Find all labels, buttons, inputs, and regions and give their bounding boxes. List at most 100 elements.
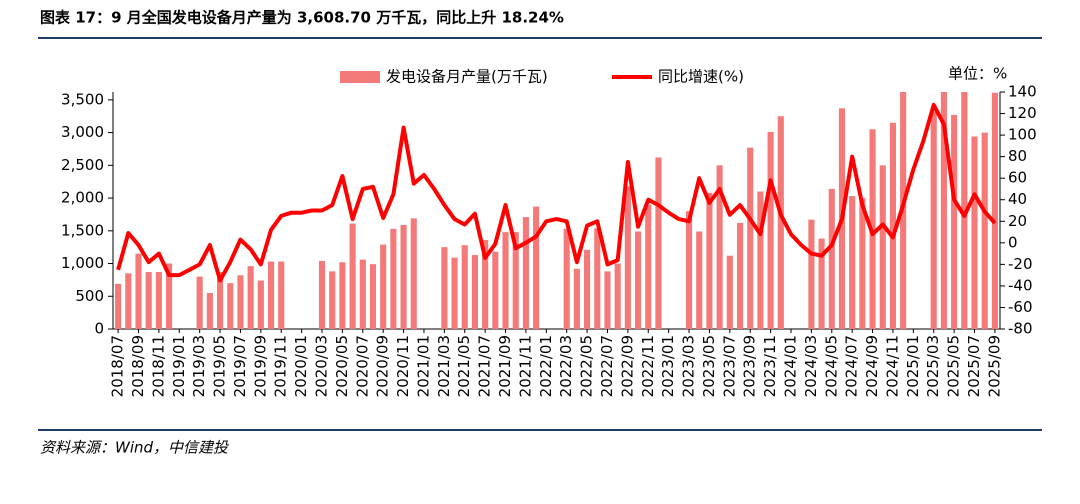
x-tick-label: 2019/09 xyxy=(251,335,269,397)
x-tick-label: 2025/01 xyxy=(904,335,922,397)
bar xyxy=(410,218,417,329)
bar xyxy=(859,198,866,329)
bar xyxy=(145,272,152,329)
bar xyxy=(522,217,529,329)
bar xyxy=(512,232,519,329)
x-tick-label: 2020/07 xyxy=(353,335,371,397)
y2-tick-label: 20 xyxy=(1008,212,1027,230)
y-tick-label: 3,500 xyxy=(61,90,104,108)
x-tick-label: 2024/01 xyxy=(781,335,799,397)
x-tick-label: 2019/11 xyxy=(272,335,290,397)
x-tick-label: 2022/03 xyxy=(557,335,575,397)
x-tick-label: 2020/09 xyxy=(374,335,392,397)
x-tick-label: 2020/11 xyxy=(394,335,412,397)
bar xyxy=(706,192,713,329)
x-tick-label: 2023/01 xyxy=(659,335,677,397)
bar xyxy=(492,251,499,329)
x-tick-label: 2022/05 xyxy=(578,335,596,397)
bar xyxy=(808,219,815,329)
x-tick-label: 2023/07 xyxy=(720,335,738,397)
bar xyxy=(584,249,591,329)
y-tick-label: 500 xyxy=(75,287,104,305)
bar xyxy=(329,271,336,329)
x-tick-label: 2018/07 xyxy=(109,335,127,397)
y2-unit: 单位：% xyxy=(948,65,1007,83)
bar xyxy=(278,261,285,329)
x-tick-label: 2021/07 xyxy=(476,335,494,397)
bar xyxy=(930,111,937,329)
bar xyxy=(115,283,122,329)
bar xyxy=(889,122,897,329)
y2-tick-label: 140 xyxy=(1008,83,1037,101)
x-tick-label: 2022/07 xyxy=(598,335,616,397)
x-tick-label: 2025/03 xyxy=(924,335,942,397)
x-tick-label: 2019/03 xyxy=(190,335,208,397)
bar xyxy=(227,283,234,329)
bar xyxy=(849,196,856,329)
x-tick-label: 2021/01 xyxy=(414,335,432,397)
bar xyxy=(471,255,478,329)
x-tick-label: 2024/05 xyxy=(822,335,840,397)
x-tick-label: 2021/09 xyxy=(496,335,514,397)
bar xyxy=(604,271,611,329)
x-tick-label: 2024/07 xyxy=(843,335,861,397)
y2-tick-label: 120 xyxy=(1008,104,1037,122)
y-tick-label: 0 xyxy=(94,320,104,338)
bar xyxy=(563,228,570,329)
y2-tick-label: 60 xyxy=(1008,169,1027,187)
bar xyxy=(879,165,886,329)
bar xyxy=(635,231,642,329)
y-tick-label: 2,000 xyxy=(61,189,104,207)
bar xyxy=(318,260,326,329)
x-tick-label: 2024/09 xyxy=(863,335,881,397)
bar xyxy=(482,239,489,329)
y2-tick-label: -20 xyxy=(1008,255,1033,273)
bar xyxy=(247,266,254,329)
bar xyxy=(237,275,244,329)
bar xyxy=(624,186,631,329)
bar xyxy=(461,245,468,329)
bar xyxy=(594,228,601,329)
x-tick-label: 2024/11 xyxy=(883,335,901,397)
x-tick-label: 2025/09 xyxy=(985,335,1003,397)
x-tick-label: 2020/05 xyxy=(333,335,351,397)
x-tick-label: 2025/07 xyxy=(965,335,983,397)
bar xyxy=(645,204,652,329)
bar xyxy=(125,273,132,329)
source: 资料来源：Wind，中信建投 xyxy=(40,439,230,457)
bar xyxy=(502,232,509,329)
bar xyxy=(267,261,275,329)
bar xyxy=(166,263,173,329)
x-tick-label: 2018/11 xyxy=(149,335,167,397)
y2-tick-label: -40 xyxy=(1008,276,1033,294)
x-tick-label: 2021/11 xyxy=(516,335,534,397)
bar xyxy=(991,92,998,329)
bar xyxy=(747,147,754,329)
bar xyxy=(655,157,662,329)
bar xyxy=(451,257,458,329)
bar xyxy=(961,92,968,329)
bar xyxy=(349,223,356,329)
bar xyxy=(981,132,988,329)
bar xyxy=(206,292,213,329)
x-tick-label: 2018/09 xyxy=(129,335,147,397)
bar xyxy=(971,136,978,329)
bar xyxy=(736,222,744,329)
x-tick-label: 2020/01 xyxy=(292,335,310,397)
bar xyxy=(828,188,835,329)
bar xyxy=(951,114,958,329)
x-tick-label: 2023/11 xyxy=(761,335,779,397)
y-tick-label: 1,500 xyxy=(61,221,104,239)
x-tick-label: 2023/09 xyxy=(741,335,759,397)
x-tick-label: 2020/03 xyxy=(313,335,331,397)
bar xyxy=(716,165,723,329)
bar xyxy=(726,255,733,329)
bar xyxy=(400,224,407,329)
y-tick-label: 1,000 xyxy=(61,254,104,272)
bar xyxy=(533,206,540,329)
y2-tick-label: 80 xyxy=(1008,147,1027,165)
x-tick-label: 2022/11 xyxy=(639,335,657,397)
y2-tick-label: -80 xyxy=(1008,320,1033,338)
x-tick-label: 2021/03 xyxy=(435,335,453,397)
